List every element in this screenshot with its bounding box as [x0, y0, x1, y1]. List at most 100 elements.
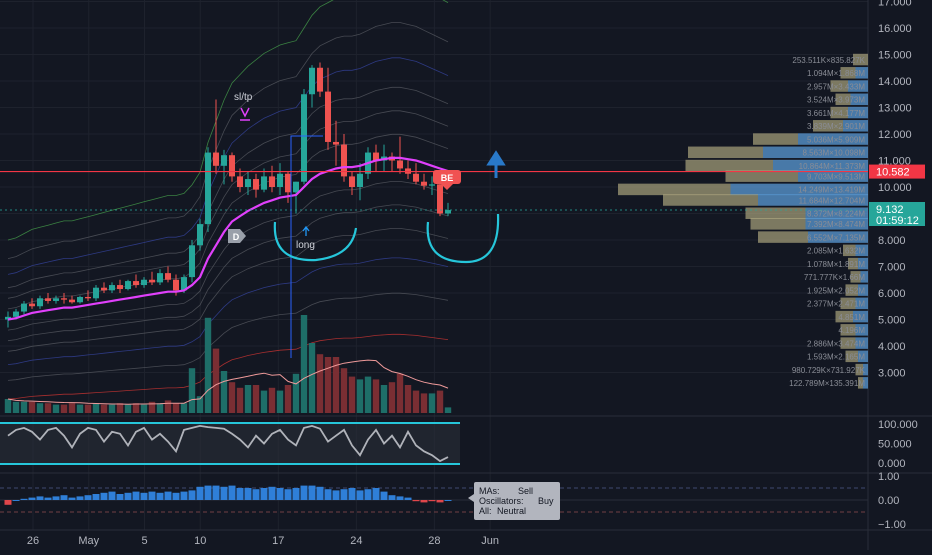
price-marker-current: 9.132: [876, 204, 904, 216]
volume-bar: [180, 403, 188, 413]
volume-profile-label: 8.563M×10.098M: [803, 149, 866, 158]
volume-profile-up-bar: [753, 133, 798, 145]
volume-profile-down-bar: [798, 133, 868, 145]
price-tick-label: 5.000: [878, 315, 906, 327]
candle-body: [413, 173, 419, 182]
candle-body: [69, 299, 75, 303]
osc-tick-label: 100.000: [878, 419, 918, 431]
volume-bar: [292, 373, 300, 413]
rating-bar: [44, 497, 52, 500]
volume-profile-label: 2.377M×2.471M: [807, 300, 865, 309]
candle-body: [269, 176, 275, 187]
volume-bar: [236, 387, 244, 413]
volume-bar: [388, 382, 396, 413]
volume-bar: [252, 385, 260, 413]
candle-body: [13, 311, 19, 317]
volume-bar: [356, 379, 364, 413]
candle-body: [5, 316, 11, 320]
candles: [5, 62, 451, 328]
volume-bar: [52, 404, 60, 413]
annotation-long: long: [296, 240, 315, 251]
volume-bar: [324, 357, 332, 413]
volume-bar: [156, 403, 164, 413]
volume-bar: [372, 379, 380, 413]
price-tick-label: 17.000: [878, 0, 912, 9]
volume-profile-down-bar: [855, 67, 868, 79]
envelope-band-line: [7, 181, 449, 331]
volume-bar: [412, 390, 420, 413]
rating-bar: [188, 490, 196, 500]
volume-profile-up-bar: [750, 218, 806, 230]
volume-bar: [420, 393, 428, 413]
candle-body: [205, 152, 211, 225]
candle-body: [197, 224, 203, 246]
rating-bar: [388, 495, 396, 500]
volume-profile-up-bar: [840, 324, 856, 336]
volume-bar: [380, 385, 388, 413]
volume-profile-label: 3.524M×3.973M: [807, 96, 865, 105]
volume-bar: [316, 354, 324, 413]
price-tick-label: 11.000: [878, 156, 911, 168]
price-marker-current-bg: [869, 202, 925, 227]
rating-bar: [316, 486, 324, 500]
candle-body: [421, 181, 427, 186]
rating-bar: [68, 497, 76, 500]
rating-bar: [52, 496, 60, 500]
volume-profile-label: 122.789M×135.391M: [789, 379, 865, 388]
candle-body: [221, 155, 227, 166]
candle-body: [317, 67, 323, 92]
candle-body: [301, 94, 307, 182]
candle-body: [397, 160, 403, 169]
envelope-band-line: [7, 292, 449, 381]
volume-profile-up-bar: [618, 183, 731, 196]
volume-profile-up-bar: [845, 350, 858, 363]
rating-bar: [276, 488, 284, 500]
envelope-band-line: [7, 0, 449, 241]
candle-body: [93, 287, 99, 299]
volume-profile-down-bar: [805, 218, 868, 230]
volume-bar: [260, 390, 268, 413]
envelope-band-line: [7, 133, 449, 310]
candle-body: [333, 141, 339, 145]
rating-bar: [412, 500, 420, 502]
volume-bar: [340, 368, 348, 413]
volume-bar: [212, 348, 220, 413]
volume-profile-label: 5.036M×5.909M: [807, 135, 865, 144]
volume-profile: 253.511K×835.827K 1.094M×1.868M 2.957M×3.4…: [618, 53, 868, 389]
candle-body: [285, 173, 291, 193]
rating-tick-label: 0.00: [878, 495, 899, 507]
price-marker-red-bg: [869, 164, 925, 179]
rating-bar: [364, 489, 372, 500]
volume-profile-label: 11.684M×12.704M: [799, 196, 866, 205]
volume-profile-down-bar: [758, 194, 868, 206]
price-tick-label: 12.000: [878, 129, 912, 141]
rating-tooltip-value: Sell: [518, 486, 533, 496]
candle-body: [133, 281, 139, 286]
price-tick-label: 10.000: [878, 182, 912, 194]
rating-bar: [180, 491, 188, 500]
rating-bar: [356, 490, 364, 500]
rating-tooltip-key: Oscillators:: [479, 496, 524, 506]
envelope-band-line: [7, 86, 449, 289]
price-tick-label: 4.000: [878, 341, 906, 353]
candle-body: [157, 273, 163, 283]
sl-tp-marker-icon: [240, 107, 250, 121]
volume-bar: [428, 393, 436, 413]
volume-profile-down-bar: [855, 324, 868, 336]
volume-profile-label: 771.777K×1.66M: [804, 273, 865, 282]
volume-bar: [20, 401, 28, 413]
candle-body: [237, 176, 243, 187]
rating-bar: [404, 497, 412, 500]
rating-bar: [108, 491, 116, 500]
volume-profile-label: 14.249M×13.419M: [798, 186, 865, 195]
candle-body: [325, 91, 331, 142]
candle-body: [21, 303, 27, 312]
moving-average-line: [7, 156, 449, 321]
price-tick-label: 7.000: [878, 262, 906, 274]
rating-tooltip-value: Neutral: [497, 506, 526, 516]
volume-profile-up-bar: [745, 207, 806, 219]
rating-tooltip-key: MAs:: [479, 486, 500, 496]
volume-profile-up-bar: [840, 67, 856, 79]
